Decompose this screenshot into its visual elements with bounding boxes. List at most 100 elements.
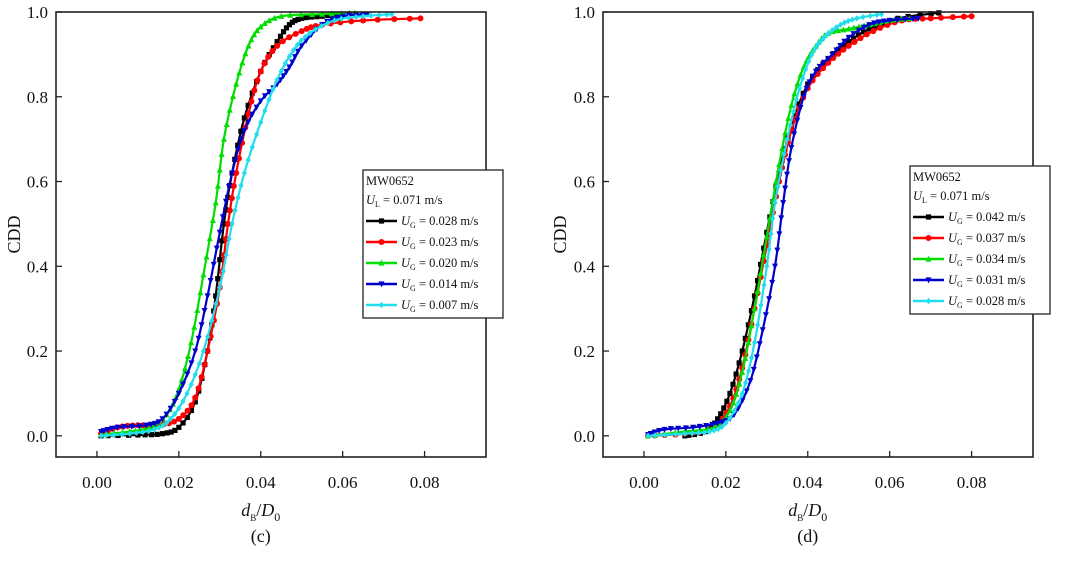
data-point [364,11,371,18]
data-point [762,312,769,319]
data-point [374,16,381,23]
data-point [353,13,359,21]
data-point [794,80,801,87]
data-point [787,121,793,129]
data-point [271,14,278,21]
data-point [226,183,233,190]
legend-header: MW0652 [913,170,961,184]
data-point [919,15,926,22]
data-point [755,321,761,329]
data-point [220,268,226,275]
data-point [834,27,841,34]
data-point [254,27,261,34]
data-point [719,423,725,431]
data-point [230,93,237,100]
data-point [274,76,280,84]
data-point [757,269,764,276]
legend-swatch-marker [378,218,385,224]
data-point [818,37,824,45]
data-point [297,11,304,18]
data-point [182,365,188,372]
data-point [195,385,202,392]
data-point [800,75,806,82]
data-point [682,425,689,432]
data-point [257,68,264,75]
data-point [774,247,781,254]
data-point [180,381,187,388]
series-ug0.031ms [645,15,922,438]
data-point [213,300,219,308]
data-point [770,215,776,222]
data-point [218,150,225,157]
chart-panel-d: 0.00.20.40.60.81.0 0.00 0.02 0.04 0.06 0.08 … [550,3,1051,547]
data-point [841,19,848,26]
legend-liquid-velocity: UL = 0.071 m/s [366,193,443,209]
data-point [758,261,764,268]
data-point [927,15,934,22]
data-point [746,367,752,375]
data-point [261,60,268,67]
data-point [200,347,207,355]
data-point [245,42,252,49]
data-point [701,429,707,436]
data-point [776,231,783,238]
data-point [733,371,739,377]
data-point [148,432,155,438]
data-point [217,284,223,291]
data-point [207,277,214,284]
data-point [184,414,190,421]
data-point [195,335,202,342]
data-point [673,431,679,438]
data-point [289,59,296,66]
data-point [820,65,827,72]
data-point [325,13,331,19]
data-point [114,424,121,431]
data-point [241,169,247,177]
data-point [339,13,346,20]
data-point [245,156,251,164]
data-point [902,16,909,23]
legend-label: UG = 0.031 m/s [948,273,1026,289]
data-point [348,18,355,25]
x-axis: 0.00 0.02 0.04 0.06 0.08 [82,451,439,492]
data-point [764,263,770,270]
data-point [258,118,264,126]
legend-header: MW0652 [366,174,414,188]
data-point [667,426,674,433]
legend-swatch-marker [378,259,385,266]
series-line [100,13,392,437]
data-point [217,257,223,263]
data-point [238,137,245,144]
data-point [846,39,852,45]
data-point [855,27,862,34]
data-point [825,55,832,62]
data-point [794,117,801,124]
data-point [739,368,746,375]
data-point [194,306,201,313]
data-point [863,31,870,38]
data-point [742,354,749,361]
data-point [686,432,692,438]
legend-label: UG = 0.020 m/s [401,256,479,272]
y-tick-label: 0.2 [574,342,595,361]
data-point [735,399,742,407]
data-point [198,374,205,381]
data-point [809,51,815,58]
data-point [100,428,107,435]
x-tick-label: 0.02 [711,473,741,492]
data-point [796,101,802,107]
data-point [784,135,790,143]
data-point [753,354,760,361]
data-point [229,170,236,177]
data-point [103,432,109,439]
data-point [251,87,258,94]
y-tick-label: 1.0 [574,3,595,22]
legend-entry: UG = 0.023 m/s [366,235,479,251]
data-point [917,12,923,18]
data-point [233,80,240,87]
legend-entry: UG = 0.037 m/s [913,231,1026,247]
x-tick-label: 0.06 [328,473,358,492]
data-point [803,66,809,73]
data-point [866,26,872,32]
data-point [266,89,273,96]
